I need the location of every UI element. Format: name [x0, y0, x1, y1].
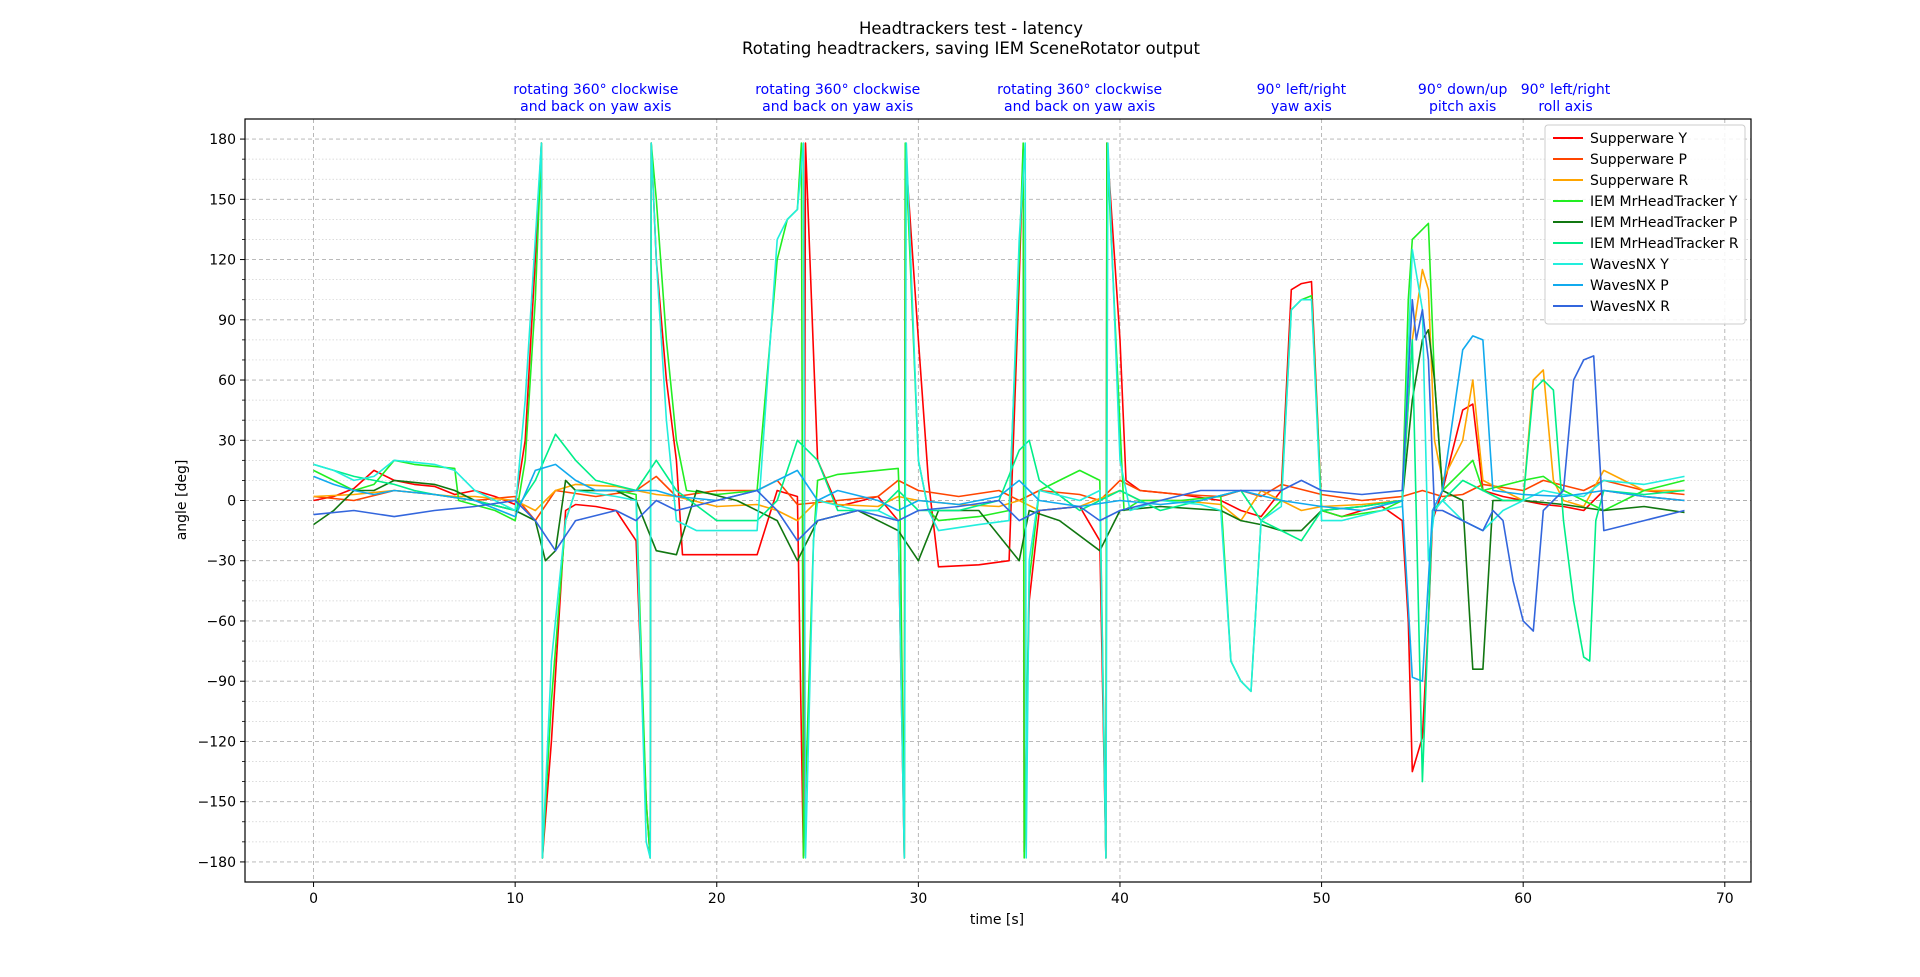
series-line-5	[313, 329, 1685, 670]
legend-label: Supperware Y	[1590, 131, 1687, 147]
legend-label: WavesNX R	[1590, 299, 1670, 315]
series-line-8	[313, 335, 1685, 682]
series-line-4	[313, 142, 1685, 859]
y-tick-label: −120	[198, 734, 236, 750]
x-axis-label: time [s]	[970, 912, 1024, 928]
y-tick-label: −90	[206, 674, 236, 690]
x-tick-label: 30	[909, 891, 927, 907]
annotation-line-2: roll axis	[1538, 99, 1592, 115]
annotation-line-2: and back on yaw axis	[1004, 99, 1155, 115]
chart-title: Headtrackers test - latency	[859, 19, 1083, 38]
y-tick-label: −60	[206, 614, 236, 630]
x-tick-label: 60	[1514, 891, 1532, 907]
annotation-line-1: rotating 360° clockwise	[997, 82, 1162, 98]
annotation-line-2: and back on yaw axis	[762, 99, 913, 115]
annotation-line-1: rotating 360° clockwise	[755, 82, 920, 98]
series-layer	[313, 142, 1685, 859]
y-tick-label: 60	[218, 373, 236, 389]
legend-label: IEM MrHeadTracker Y	[1590, 194, 1738, 210]
chart-subtitle: Rotating headtrackers, saving IEM SceneR…	[742, 39, 1201, 58]
y-tick-label: 0	[227, 494, 236, 510]
legend-label: WavesNX P	[1590, 278, 1669, 294]
annotation-line-2: yaw axis	[1271, 99, 1332, 115]
y-tick-label: 30	[218, 433, 236, 449]
x-tick-label: 50	[1313, 891, 1331, 907]
y-axis-label: angle [deg]	[174, 460, 190, 541]
legend-box	[1544, 124, 1746, 325]
legend-label: Supperware R	[1590, 173, 1688, 189]
legend-label: WavesNX Y	[1590, 257, 1669, 273]
series-line-9	[313, 298, 1685, 632]
y-tick-label: −150	[198, 795, 236, 811]
annotation-line-2: pitch axis	[1429, 99, 1496, 115]
y-tick-label: 120	[209, 253, 236, 269]
y-tick-label: 150	[209, 192, 236, 208]
legend-label: IEM MrHeadTracker P	[1590, 215, 1737, 231]
annotation-line-1: 90° left/right	[1257, 82, 1347, 98]
grid	[245, 119, 1751, 882]
legend: Supperware Y Supperware P Supperware R IEM …	[1544, 124, 1746, 325]
x-tick-label: 0	[309, 891, 318, 907]
legend-label: Supperware P	[1590, 152, 1687, 168]
annotation-line-1: rotating 360° clockwise	[513, 82, 678, 98]
annotation-line-1: 90° down/up	[1418, 82, 1508, 98]
y-tick-label: −30	[206, 554, 236, 570]
y-tick-label: 180	[209, 132, 236, 148]
annotation-line-2: and back on yaw axis	[520, 99, 671, 115]
annotation-line-1: 90° left/right	[1521, 82, 1611, 98]
series-line-7	[313, 142, 1685, 859]
x-tick-label: 40	[1111, 891, 1129, 907]
y-tick-label: 90	[218, 313, 236, 329]
ticks: −180 −150 −120 −90 −60 −30 0 30 60 90 120 150 180 0 10…	[198, 132, 1734, 907]
x-tick-label: 70	[1716, 891, 1734, 907]
y-tick-label: −180	[198, 855, 236, 871]
x-tick-label: 10	[506, 891, 524, 907]
legend-label: IEM MrHeadTracker R	[1590, 236, 1739, 252]
x-tick-label: 20	[708, 891, 726, 907]
